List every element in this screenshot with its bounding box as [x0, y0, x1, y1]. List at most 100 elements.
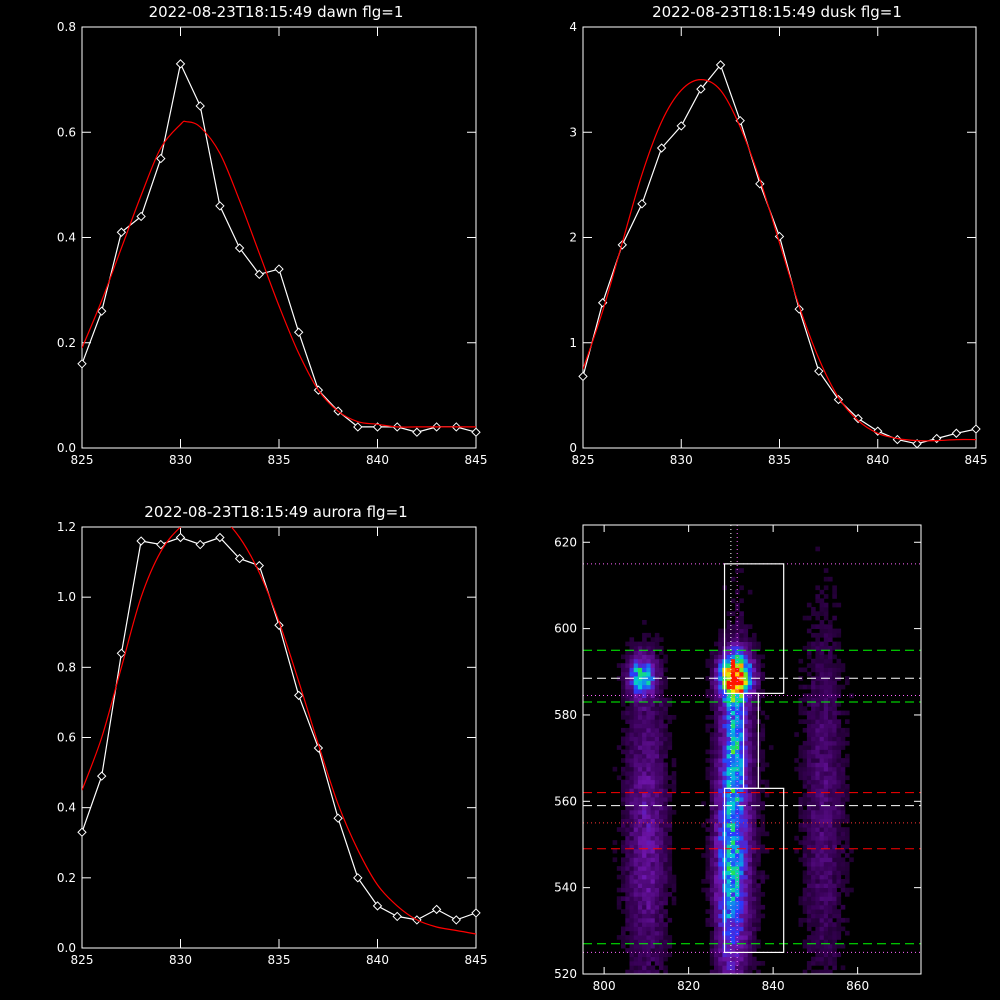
heatmap-cell: [815, 784, 820, 789]
heatmap-cell: [629, 935, 635, 940]
heatmap-cell: [845, 740, 850, 746]
heatmap-cell: [646, 676, 651, 681]
heatmap-cell: [637, 715, 643, 720]
heatmap-cell: [743, 809, 749, 815]
heatmap-cell: [654, 814, 660, 819]
heatmap-cell: [621, 727, 626, 733]
heatmap-cell: [650, 956, 656, 962]
heatmap-cell: [823, 680, 829, 686]
heatmap-cell: [646, 917, 651, 923]
heatmap-cell: [752, 805, 757, 811]
x-tick-label: 835: [268, 953, 291, 967]
heatmap-cell: [760, 753, 766, 759]
heatmap-cell: [743, 736, 749, 742]
heatmap-cell: [730, 887, 736, 893]
heatmap-cell: [752, 835, 757, 841]
data-point-marker: [234, 243, 245, 253]
heatmap-cell: [625, 861, 630, 867]
heatmap-cell: [714, 883, 719, 888]
heatmap-cell: [718, 896, 723, 901]
heatmap-cell: [718, 689, 723, 694]
heatmap-cell: [823, 879, 829, 884]
heatmap-cell: [709, 835, 715, 841]
heatmap-cell: [633, 935, 639, 940]
heatmap-cell: [726, 620, 732, 625]
heatmap-cell: [815, 792, 820, 798]
heatmap-cell: [637, 645, 643, 651]
heatmap-cell: [752, 935, 757, 940]
heatmap-cell: [646, 853, 651, 858]
heatmap-cell: [806, 641, 812, 647]
heatmap-cell: [819, 848, 825, 854]
heatmap-cell: [726, 844, 732, 850]
heatmap-cell: [811, 969, 816, 975]
heatmap-cell: [726, 866, 732, 871]
heatmap-cell: [650, 775, 656, 781]
heatmap-cell: [806, 758, 812, 763]
heatmap-cell: [806, 693, 812, 699]
heatmap-cell: [625, 745, 630, 750]
heatmap-cell: [815, 896, 820, 901]
heatmap-cell: [616, 896, 622, 901]
heatmap-cell: [815, 740, 820, 746]
heatmap-cell: [836, 831, 842, 837]
heatmap-cell: [747, 956, 753, 962]
heatmap-cell: [633, 792, 639, 798]
heatmap-cell: [743, 930, 749, 936]
data-point-marker: [136, 211, 146, 222]
heatmap-cell: [836, 827, 842, 832]
heatmap-cell: [819, 831, 825, 837]
heatmap-cell: [739, 620, 744, 625]
heatmap-cell: [726, 689, 732, 694]
heatmap-cell: [735, 866, 740, 871]
heatmap-cell: [819, 719, 825, 724]
heatmap-cell: [747, 753, 753, 759]
heatmap-cell: [650, 762, 656, 768]
heatmap-cell: [625, 857, 630, 863]
heatmap-cell: [840, 831, 846, 837]
heatmap-cell: [739, 874, 744, 880]
heatmap-cell: [747, 676, 753, 681]
heatmap-cell: [752, 740, 757, 746]
heatmap-cell: [752, 732, 757, 737]
heatmap-cell: [747, 943, 753, 949]
heatmap-cell: [840, 861, 846, 867]
heatmap-cell: [633, 771, 639, 776]
heatmap-cell: [811, 784, 816, 789]
heatmap-cell: [747, 818, 753, 824]
heatmap-cell: [646, 758, 651, 763]
heatmap-cell: [739, 702, 744, 707]
heatmap-cell: [806, 663, 812, 668]
heatmap-cell: [743, 658, 749, 664]
heatmap-cell: [646, 887, 651, 893]
heatmap-cell: [811, 840, 816, 845]
heatmap-cell: [823, 667, 829, 673]
heatmap-cell: [752, 857, 757, 863]
heatmap-cell: [832, 809, 837, 815]
heatmap-cell: [743, 680, 749, 686]
heatmap-cell: [654, 641, 660, 647]
heatmap-cell: [646, 632, 651, 638]
heatmap-cell: [815, 861, 820, 867]
heatmap-cell: [621, 697, 626, 703]
heatmap-cell: [828, 866, 833, 871]
heatmap-cell: [756, 835, 761, 841]
heatmap-cell: [819, 939, 825, 945]
heatmap-cell: [629, 848, 635, 854]
heatmap-cell: [752, 917, 757, 923]
heatmap-cell: [752, 736, 757, 742]
heatmap-cell: [743, 758, 749, 763]
heatmap-cell: [663, 913, 668, 919]
heatmap-cell: [743, 879, 749, 884]
heatmap-cell: [726, 775, 732, 781]
heatmap-cell: [642, 900, 647, 906]
heatmap-cell: [642, 654, 647, 660]
heatmap-cell: [823, 607, 829, 612]
heatmap-cell: [616, 745, 622, 750]
heatmap-cell: [806, 749, 812, 755]
heatmap-cell: [663, 723, 668, 729]
heatmap-cell: [806, 922, 812, 927]
heatmap-cell: [806, 948, 812, 953]
heatmap-cell: [730, 749, 736, 755]
heatmap-cell: [730, 861, 736, 867]
